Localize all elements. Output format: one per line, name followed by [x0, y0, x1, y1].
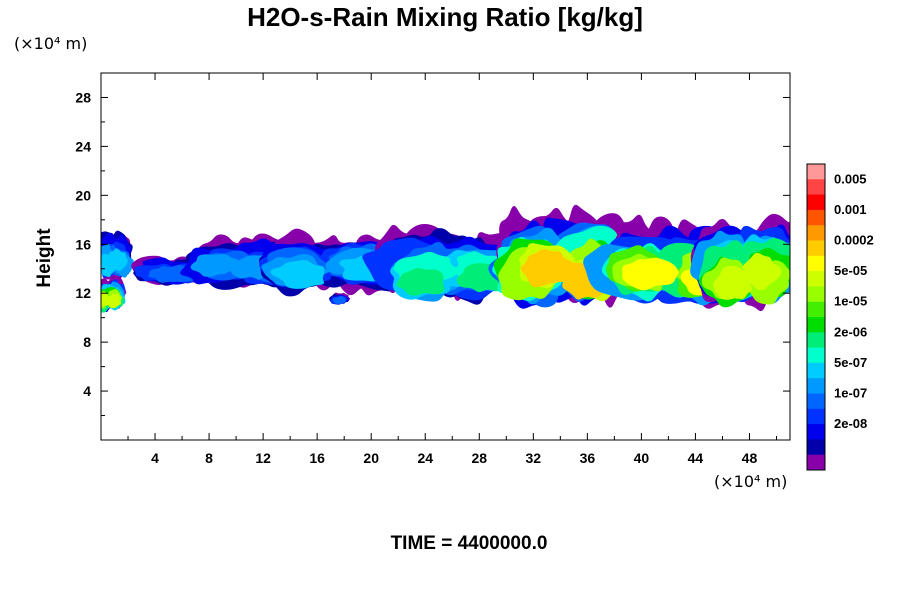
y-unit-label: (×10⁴ m): [14, 34, 87, 53]
cloud-mark: [107, 248, 128, 271]
legend-swatch: [807, 439, 825, 456]
x-tick-label: 36: [580, 450, 596, 466]
legend-label: 5e-07: [834, 355, 867, 370]
cloud-mark: [190, 254, 240, 277]
legend-label: 1e-07: [834, 386, 867, 401]
x-tick-label: 40: [634, 450, 650, 466]
legend-label: 0.001: [834, 202, 867, 217]
cloud-layer: [101, 204, 790, 313]
legend-label: 1e-05: [834, 294, 867, 309]
cloud-mark: [622, 257, 679, 291]
legend-swatch: [807, 179, 825, 195]
y-tick-label: 4: [83, 383, 91, 399]
legend-swatch: [807, 408, 825, 425]
legend-swatch: [807, 424, 825, 440]
chart-title: H2O-s-Rain Mixing Ratio [kg/kg]: [247, 2, 643, 32]
y-axis-ticks: [101, 96, 790, 417]
x-tick-label: 12: [255, 450, 271, 466]
x-tick-label: 28: [471, 450, 487, 466]
legend-swatch: [807, 271, 825, 287]
x-tick-label: 20: [363, 450, 379, 466]
y-axis-tick-labels: 4 8 12 16 20 24 28: [75, 89, 91, 399]
x-tick-label: 48: [742, 450, 758, 466]
legend-label: 5e-05: [834, 263, 867, 278]
cloud-mark: [396, 267, 445, 296]
legend-swatch: [807, 347, 825, 364]
legend-swatch: [807, 454, 825, 471]
legend-label: 0.005: [834, 171, 867, 186]
legend-swatch: [807, 301, 825, 318]
x-axis-ticks: [127, 73, 777, 440]
x-axis-tick-labels: 4 8 12 16 20 24 28 32 36 40 44 48: [151, 450, 757, 466]
legend-frame: [806, 163, 826, 471]
x-tick-label: 24: [417, 450, 433, 466]
y-tick-label: 16: [75, 236, 91, 252]
x-tick-label: 44: [688, 450, 704, 466]
cloud-mark: [740, 252, 782, 291]
time-label: TIME = 4400000.0: [391, 533, 548, 554]
legend-swatch: [807, 164, 825, 180]
x-tick-label: 16: [309, 450, 325, 466]
legend-swatch: [807, 362, 825, 379]
legend-label: 2e-06: [834, 324, 867, 339]
legend-label: 0.0002: [834, 233, 874, 248]
legend-swatch: [807, 194, 825, 211]
x-tick-label: 4: [151, 450, 159, 466]
y-tick-label: 8: [83, 334, 91, 350]
cloud-mark: [101, 291, 110, 307]
legend-swatch: [807, 255, 825, 272]
legend-swatch: [807, 317, 825, 333]
legend-label: 2e-08: [834, 416, 867, 431]
y-tick-label: 12: [75, 285, 91, 301]
x-tick-label: 32: [526, 450, 542, 466]
legend-swatch: [807, 378, 825, 394]
legend-swatch: [807, 286, 825, 303]
y-tick-label: 28: [75, 89, 91, 105]
x-unit-label: (×10⁴ m): [714, 472, 787, 491]
color-legend: 0.005 0.001 0.0002 5e-05 1e-05 2e-06 5e-07 1e-0…: [806, 163, 874, 471]
legend-swatch: [807, 393, 825, 410]
cloud-mark: [107, 293, 122, 309]
legend-swatch: [807, 332, 825, 348]
x-tick-label: 8: [205, 450, 213, 466]
y-tick-label: 24: [75, 138, 91, 154]
legend-swatch: [807, 209, 825, 226]
cloud-mark: [270, 260, 325, 289]
legend-swatch: [807, 240, 825, 257]
cloud-mark: [713, 265, 753, 300]
y-tick-label: 20: [75, 187, 91, 203]
y-axis-label: Height: [34, 228, 55, 288]
plot-frame: [100, 72, 791, 441]
cloud-mark: [335, 295, 347, 304]
cloud-mark: [520, 248, 576, 288]
legend-swatch: [807, 225, 825, 241]
